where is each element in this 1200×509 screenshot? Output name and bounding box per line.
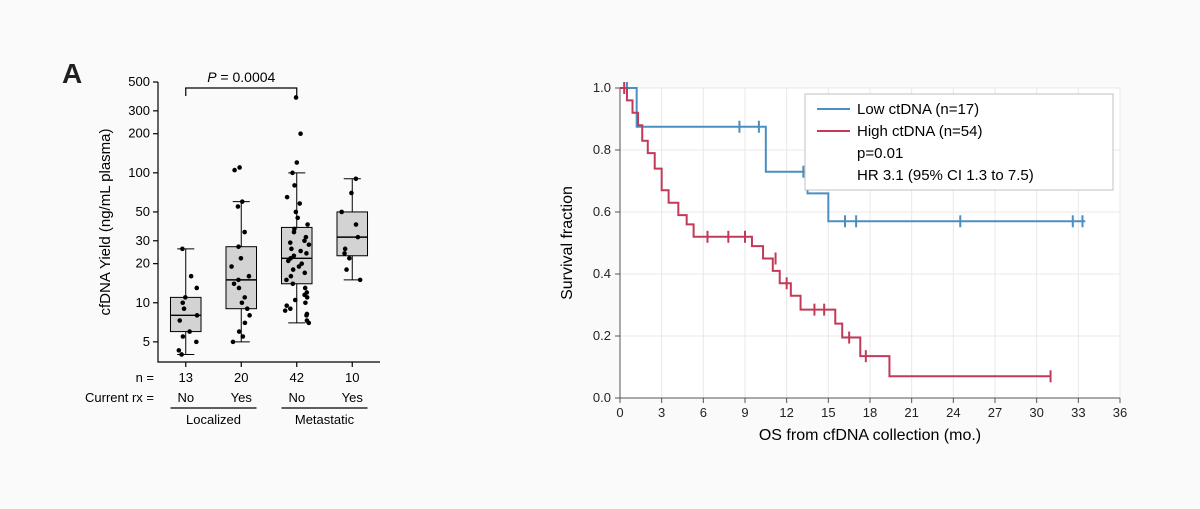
svg-text:42: 42: [290, 370, 304, 385]
svg-text:21: 21: [904, 405, 918, 420]
svg-text:13: 13: [179, 370, 193, 385]
svg-text:0.2: 0.2: [593, 328, 611, 343]
svg-text:0.4: 0.4: [593, 266, 611, 281]
svg-text:OS from cfDNA collection (mo.): OS from cfDNA collection (mo.): [759, 427, 981, 444]
svg-text:Localized: Localized: [186, 412, 241, 427]
svg-text:cfDNA Yield (ng/mL plasma): cfDNA Yield (ng/mL plasma): [97, 128, 114, 315]
svg-text:3: 3: [658, 405, 665, 420]
svg-text:5: 5: [143, 334, 150, 349]
svg-text:15: 15: [821, 405, 835, 420]
svg-text:1.0: 1.0: [593, 80, 611, 95]
svg-text:No: No: [288, 390, 305, 405]
svg-text:10: 10: [136, 295, 150, 310]
svg-text:100: 100: [128, 165, 150, 180]
svg-text:HR 3.1 (95% CI 1.3 to 7.5): HR 3.1 (95% CI 1.3 to 7.5): [857, 167, 1034, 184]
svg-text:24: 24: [946, 405, 960, 420]
svg-text:20: 20: [234, 370, 248, 385]
svg-text:n =: n =: [136, 370, 154, 385]
svg-text:Current rx =: Current rx =: [85, 390, 154, 405]
boxplot-panel: 5 10 20 30 50 100 200 300 500 cfDNA Yield (ng/mL …: [80, 52, 410, 472]
svg-text:500: 500: [128, 74, 150, 89]
svg-text:27: 27: [988, 405, 1002, 420]
svg-text:50: 50: [136, 204, 150, 219]
svg-text:10: 10: [345, 370, 359, 385]
svg-text:High ctDNA (n=54): High ctDNA (n=54): [857, 123, 982, 140]
svg-text:Metastatic: Metastatic: [295, 412, 355, 427]
svg-text:P = 0.0004: P = 0.0004: [207, 69, 275, 85]
svg-text:0.8: 0.8: [593, 142, 611, 157]
svg-text:18: 18: [863, 405, 877, 420]
svg-text:0.6: 0.6: [593, 204, 611, 219]
svg-text:20: 20: [136, 256, 150, 271]
svg-text:30: 30: [1029, 405, 1043, 420]
svg-text:6: 6: [700, 405, 707, 420]
km-panel: 03691215182124273033360.00.20.40.60.81.0…: [545, 70, 1145, 470]
svg-text:Yes: Yes: [342, 390, 364, 405]
svg-text:Survival fraction: Survival fraction: [559, 186, 576, 300]
svg-text:No: No: [177, 390, 194, 405]
svg-text:0: 0: [616, 405, 623, 420]
svg-text:Low ctDNA (n=17): Low ctDNA (n=17): [857, 101, 979, 118]
svg-text:9: 9: [741, 405, 748, 420]
svg-text:33: 33: [1071, 405, 1085, 420]
svg-text:300: 300: [128, 103, 150, 118]
svg-text:0.0: 0.0: [593, 390, 611, 405]
svg-text:30: 30: [136, 233, 150, 248]
svg-text:p=0.01: p=0.01: [857, 145, 903, 162]
svg-text:200: 200: [128, 126, 150, 141]
svg-text:12: 12: [779, 405, 793, 420]
svg-text:Yes: Yes: [231, 390, 253, 405]
svg-text:36: 36: [1113, 405, 1127, 420]
